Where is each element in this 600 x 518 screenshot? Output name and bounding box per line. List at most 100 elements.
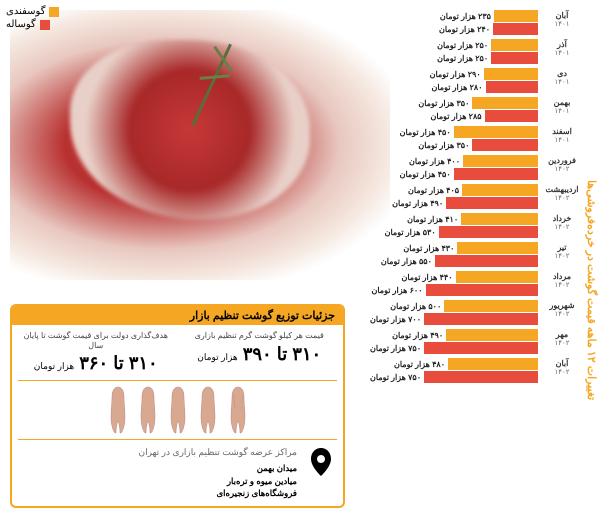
bar-row-sheep: ۴۴۰ هزار تومان bbox=[370, 271, 538, 283]
bar-label: ۷۵۰ هزار تومان bbox=[370, 344, 421, 353]
bar-sheep bbox=[457, 242, 538, 254]
legend: گوسفندی گوساله bbox=[6, 6, 59, 32]
month-label: تیر۱۴۰۲ bbox=[542, 244, 582, 260]
info-col2-big: ۳۱۰ تا ۳۶۰ bbox=[79, 353, 158, 373]
month-group: مهر۱۴۰۲۴۹۰ هزار تومان۷۵۰ هزار تومان bbox=[370, 329, 580, 354]
bar-row-calf: ۲۸۰ هزار تومان bbox=[370, 81, 538, 93]
bar-row-calf: ۴۵۰ هزار تومان bbox=[370, 168, 538, 180]
bar-calf bbox=[446, 197, 538, 209]
bar-label: ۴۸۰ هزار تومان bbox=[394, 360, 445, 369]
bar-calf bbox=[424, 313, 538, 325]
bar-label: ۵۵۰ هزار تومان bbox=[381, 257, 432, 266]
chart-vertical-title: تغییرات ۱۲ ماهه قیمت گوشت در خرده‌فروشی‌… bbox=[585, 180, 598, 400]
bars: ۵۰۰ هزار تومان ۷۰۰ هزار تومان bbox=[370, 300, 538, 325]
location-row: مراکز عرضه گوشت تنظیم بازاری در تهران می… bbox=[18, 446, 337, 500]
bar-row-calf: ۷۵۰ هزار تومان bbox=[370, 371, 538, 383]
info-columns: قیمت هر کیلو گوشت گرم تنظیم بازاری ۳۱۰ ت… bbox=[18, 331, 337, 374]
month-label: اردیبهشت۱۴۰۲ bbox=[542, 186, 582, 202]
info-col-target: هدف‌گذاری دولت برای قیمت گوشت تا پایان س… bbox=[18, 331, 174, 374]
bar-row-calf: ۵۵۰ هزار تومان bbox=[370, 255, 538, 267]
month-label: مرداد۱۴۰۲ bbox=[542, 273, 582, 289]
bar-label: ۴۱۰ هزار تومان bbox=[407, 215, 458, 224]
bar-row-calf: ۲۴۰ هزار تومان bbox=[370, 23, 538, 35]
location-pin-icon bbox=[305, 446, 337, 478]
month-label: دی۱۴۰۱ bbox=[542, 70, 582, 86]
bar-row-sheep: ۲۳۵ هزار تومان bbox=[370, 10, 538, 22]
month-group: آبان۱۴۰۲ ۴۸۰ هزار تومان ۷۵۰ هزار تومان bbox=[370, 358, 580, 383]
bars: ۴۹۰ هزار تومان۷۵۰ هزار تومان bbox=[370, 329, 538, 354]
bar-label: ۶۰۰ هزار تومان bbox=[371, 286, 422, 295]
info-col1-unit: هزار تومان bbox=[197, 352, 237, 362]
bar-sheep bbox=[444, 300, 538, 312]
location-list: میدان بهمنمیادین میوه و تره‌بارفروشگاه‌ه… bbox=[138, 462, 297, 500]
bar-row-calf: ۲۸۵ هزار تومان bbox=[370, 110, 538, 122]
month-group: آبان۱۴۰۱ ۲۳۵ هزار تومان ۲۴۰ هزار تومان bbox=[370, 10, 580, 35]
month-label: آبان۱۴۰۱ bbox=[542, 12, 582, 28]
bar-label: ۵۳۰ هزار تومان bbox=[385, 228, 436, 237]
bar-row-sheep: ۴۳۰ هزار تومان bbox=[370, 242, 538, 254]
month-label: اسفند۱۴۰۱ bbox=[542, 128, 582, 144]
month-group: بهمن۱۴۰۱۳۵۰ هزار تومان۲۸۵ هزار تومان bbox=[370, 97, 580, 122]
info-col1-value: ۳۱۰ تا ۳۹۰ هزار تومان bbox=[182, 344, 338, 365]
bar-calf bbox=[424, 342, 538, 354]
bar-label: ۴۰۵ هزار تومان bbox=[408, 186, 459, 195]
bars: ۴۸۰ هزار تومان ۷۵۰ هزار تومان bbox=[370, 358, 538, 383]
month-group: دی۱۴۰۱ ۲۹۰ هزار تومان ۲۸۰ هزار تومان bbox=[370, 68, 580, 93]
bar-label: ۲۵۰ هزار تومان bbox=[437, 41, 488, 50]
info-box: جزئیات توزیع گوشت تنظیم بازار قیمت هر کی… bbox=[10, 304, 345, 508]
bar-row-calf: ۶۰۰ هزار تومان bbox=[370, 284, 538, 296]
bar-calf bbox=[426, 284, 539, 296]
bar-row-sheep: ۴۰۵ هزار تومان bbox=[370, 184, 538, 196]
bar-label: ۴۹۰ هزار تومان bbox=[392, 199, 443, 208]
bar-label: ۳۵۰ هزار تومان bbox=[418, 99, 469, 108]
bar-label: ۲۸۰ هزار تومان bbox=[431, 83, 482, 92]
carcass-icon bbox=[196, 385, 220, 435]
bar-row-calf: ۴۹۰ هزار تومان bbox=[370, 197, 538, 209]
bar-row-sheep: ۵۰۰ هزار تومان bbox=[370, 300, 538, 312]
bar-row-sheep: ۴۰۰ هزار تومان bbox=[370, 155, 538, 167]
legend-calf-label: گوساله bbox=[6, 19, 36, 30]
bar-calf bbox=[439, 226, 538, 238]
bars: ۴۰۰ هزار تومان ۴۵۰ هزار تومان bbox=[370, 155, 538, 180]
bar-label: ۲۳۵ هزار تومان bbox=[440, 12, 491, 21]
carcass-icon bbox=[226, 385, 250, 435]
month-group: اسفند۱۴۰۱ ۴۵۰ هزار تومان ۳۵۰ هزار تومان bbox=[370, 126, 580, 151]
bar-calf bbox=[454, 168, 538, 180]
month-label: فروردین۱۴۰۲ bbox=[542, 157, 582, 173]
month-label: آبان۱۴۰۲ bbox=[542, 360, 582, 376]
legend-calf-swatch bbox=[40, 20, 50, 30]
bar-label: ۴۰۰ هزار تومان bbox=[409, 157, 460, 166]
bar-sheep bbox=[448, 358, 538, 370]
bar-calf bbox=[435, 255, 538, 267]
bar-row-sheep: ۲۵۰ هزار تومان bbox=[370, 39, 538, 51]
bar-calf bbox=[486, 81, 539, 93]
legend-sheep: گوسفندی bbox=[6, 6, 59, 17]
month-label: خرداد۱۴۰۲ bbox=[542, 215, 582, 231]
bar-row-sheep: ۲۹۰ هزار تومان bbox=[370, 68, 538, 80]
bar-row-sheep: ۳۵۰ هزار تومان bbox=[370, 97, 538, 109]
bar-label: ۴۵۰ هزار تومان bbox=[400, 128, 451, 137]
month-group: شهریور۱۴۰۲۵۰۰ هزار تومان۷۰۰ هزار تومان bbox=[370, 300, 580, 325]
legend-calf: گوساله bbox=[6, 19, 59, 30]
bars: ۳۵۰ هزار تومان ۲۸۵ هزار تومان bbox=[370, 97, 538, 122]
bar-calf bbox=[493, 23, 538, 35]
price-chart: آبان۱۴۰۱۲۳۵ هزار تومان۲۴۰ هزار تومانآذر۱… bbox=[370, 10, 580, 387]
bar-calf bbox=[485, 110, 538, 122]
bars: ۲۹۰ هزار تومان ۲۸۰ هزار تومان bbox=[370, 68, 538, 93]
bar-label: ۴۴۰ هزار تومان bbox=[401, 273, 452, 282]
bars: ۴۳۰ هزار تومان ۵۵۰ هزار تومان bbox=[370, 242, 538, 267]
bars: ۲۳۵ هزار تومان ۲۴۰ هزار تومان bbox=[370, 10, 538, 35]
bars: ۴۱۰ هزار تومان ۵۳۰ هزار تومان bbox=[370, 213, 538, 238]
info-col2-unit: هزار تومان bbox=[34, 361, 74, 371]
bar-row-calf: ۳۵۰ هزار تومان bbox=[370, 139, 538, 151]
bar-label: ۲۹۰ هزار تومان bbox=[430, 70, 481, 79]
bar-sheep bbox=[472, 97, 538, 109]
bar-label: ۷۰۰ هزار تومان bbox=[370, 315, 421, 324]
bar-sheep bbox=[446, 329, 538, 341]
info-col-price: قیمت هر کیلو گوشت گرم تنظیم بازاری ۳۱۰ ت… bbox=[182, 331, 338, 374]
meat-photo bbox=[10, 10, 390, 280]
rosemary-sprig bbox=[191, 44, 232, 127]
bar-sheep bbox=[456, 271, 539, 283]
bar-label: ۲۵۰ هزار تومان bbox=[437, 54, 488, 63]
carcass-icon bbox=[166, 385, 190, 435]
